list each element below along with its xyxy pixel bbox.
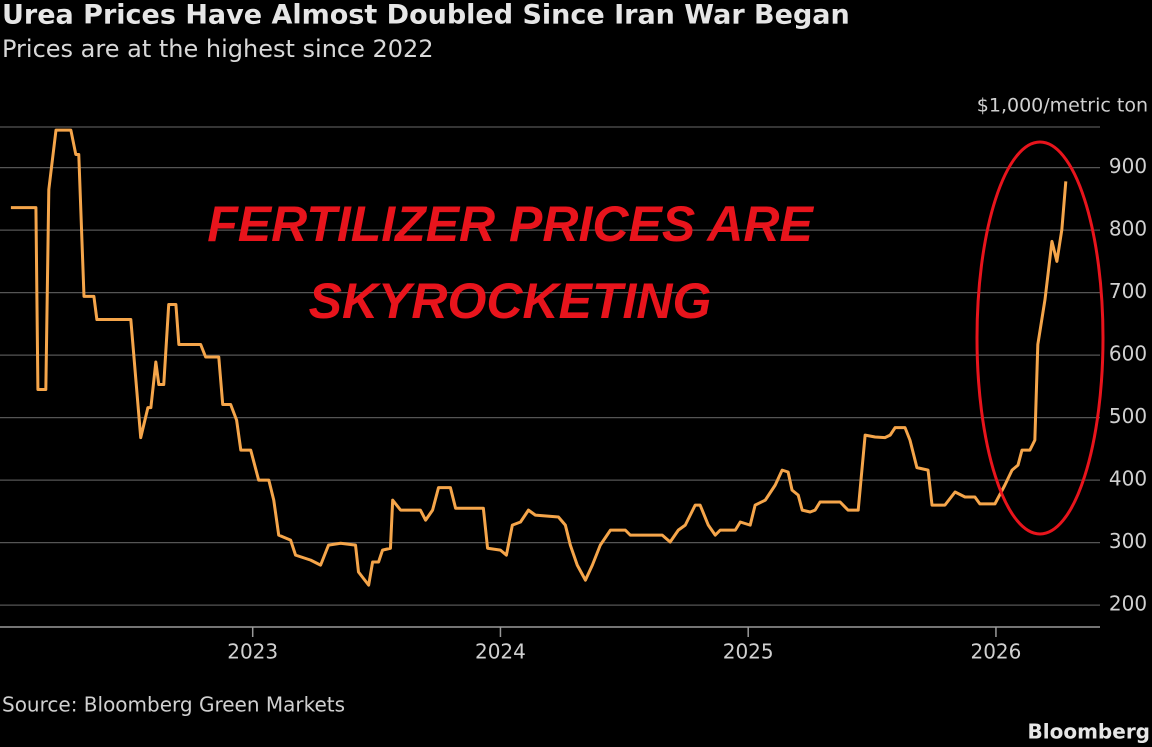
- y-tick-label: 200: [1109, 592, 1147, 616]
- price-line: [10, 128, 1068, 587]
- x-tick-label: 2025: [723, 640, 774, 664]
- highlight-ellipse: [975, 140, 1105, 536]
- source: Source: Bloomberg Green Markets: [2, 693, 345, 717]
- y-tick-label: 900: [1109, 154, 1147, 178]
- x-tick-label: 2023: [227, 640, 278, 664]
- y-tick-label: 800: [1109, 217, 1147, 241]
- chart-subtitle: Prices are at the highest since 2022: [2, 35, 434, 63]
- plot: [10, 128, 1068, 587]
- x-tick-label: 2026: [970, 640, 1021, 664]
- y-tick-label: 500: [1109, 404, 1147, 428]
- y-tick-label: 300: [1109, 529, 1147, 553]
- annotation: SKYROCKETING: [309, 273, 712, 329]
- grid: 200 300 400 500 600 700 800 900 2023 2024 2025 2026: [0, 126, 1147, 664]
- y-tick-label: 400: [1109, 467, 1147, 491]
- brand: Bloomberg: [1028, 720, 1150, 744]
- annotation: FERTILIZER PRICES ARE: [207, 196, 814, 252]
- y-tick-label: 700: [1109, 279, 1147, 303]
- chart-title: Urea Prices Have Almost Doubled Since Ir…: [2, 0, 850, 31]
- y-tick-label: 600: [1109, 342, 1147, 366]
- unit-label: $1,000/metric ton: [977, 95, 1148, 117]
- x-tick-label: 2024: [475, 640, 526, 664]
